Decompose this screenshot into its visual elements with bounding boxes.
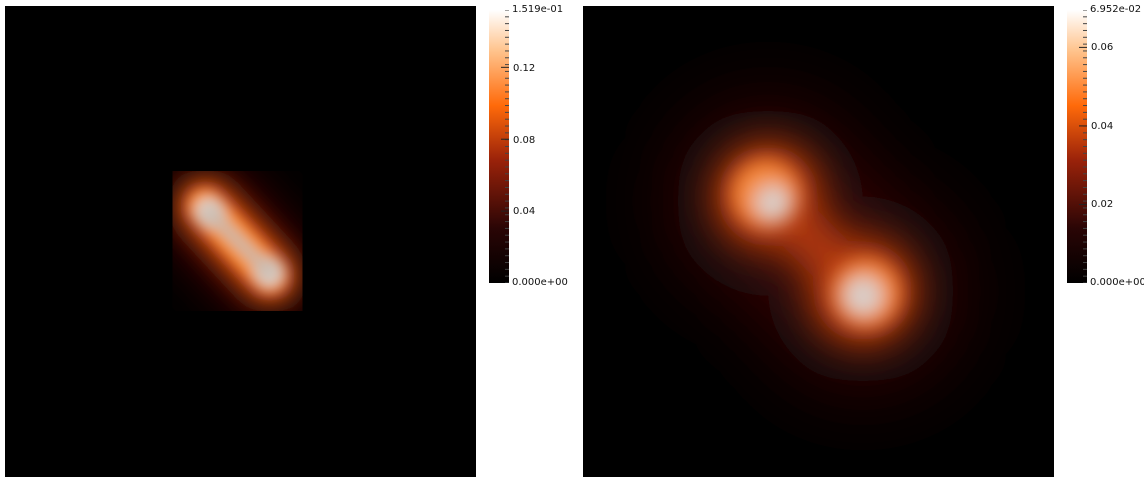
density-render-right <box>583 6 1054 477</box>
colorbar-left-max-label: 1.519e-01 <box>512 4 564 15</box>
colorbar-right-tick-label: 0.02 <box>1091 199 1114 210</box>
colorbar-right-tick-label: 0.04 <box>1091 121 1114 132</box>
colorbar-right-min-label: 0.000e+00 <box>1090 277 1144 288</box>
colorbar-left-tick-label: 0.04 <box>513 206 536 217</box>
colorbar-right-max-label: 6.952e-02 <box>1090 4 1142 15</box>
colorbar-left-tick-label: 0.08 <box>513 135 536 146</box>
density-render-left <box>5 6 476 477</box>
colorbar-left <box>489 10 509 283</box>
colorbar-left-tick-label: 0.12 <box>513 63 536 74</box>
colorbar-right-tick-label: 0.06 <box>1091 42 1114 53</box>
colorbar-left-min-label: 0.000e+00 <box>512 277 568 288</box>
colorbar-right <box>1067 10 1087 283</box>
